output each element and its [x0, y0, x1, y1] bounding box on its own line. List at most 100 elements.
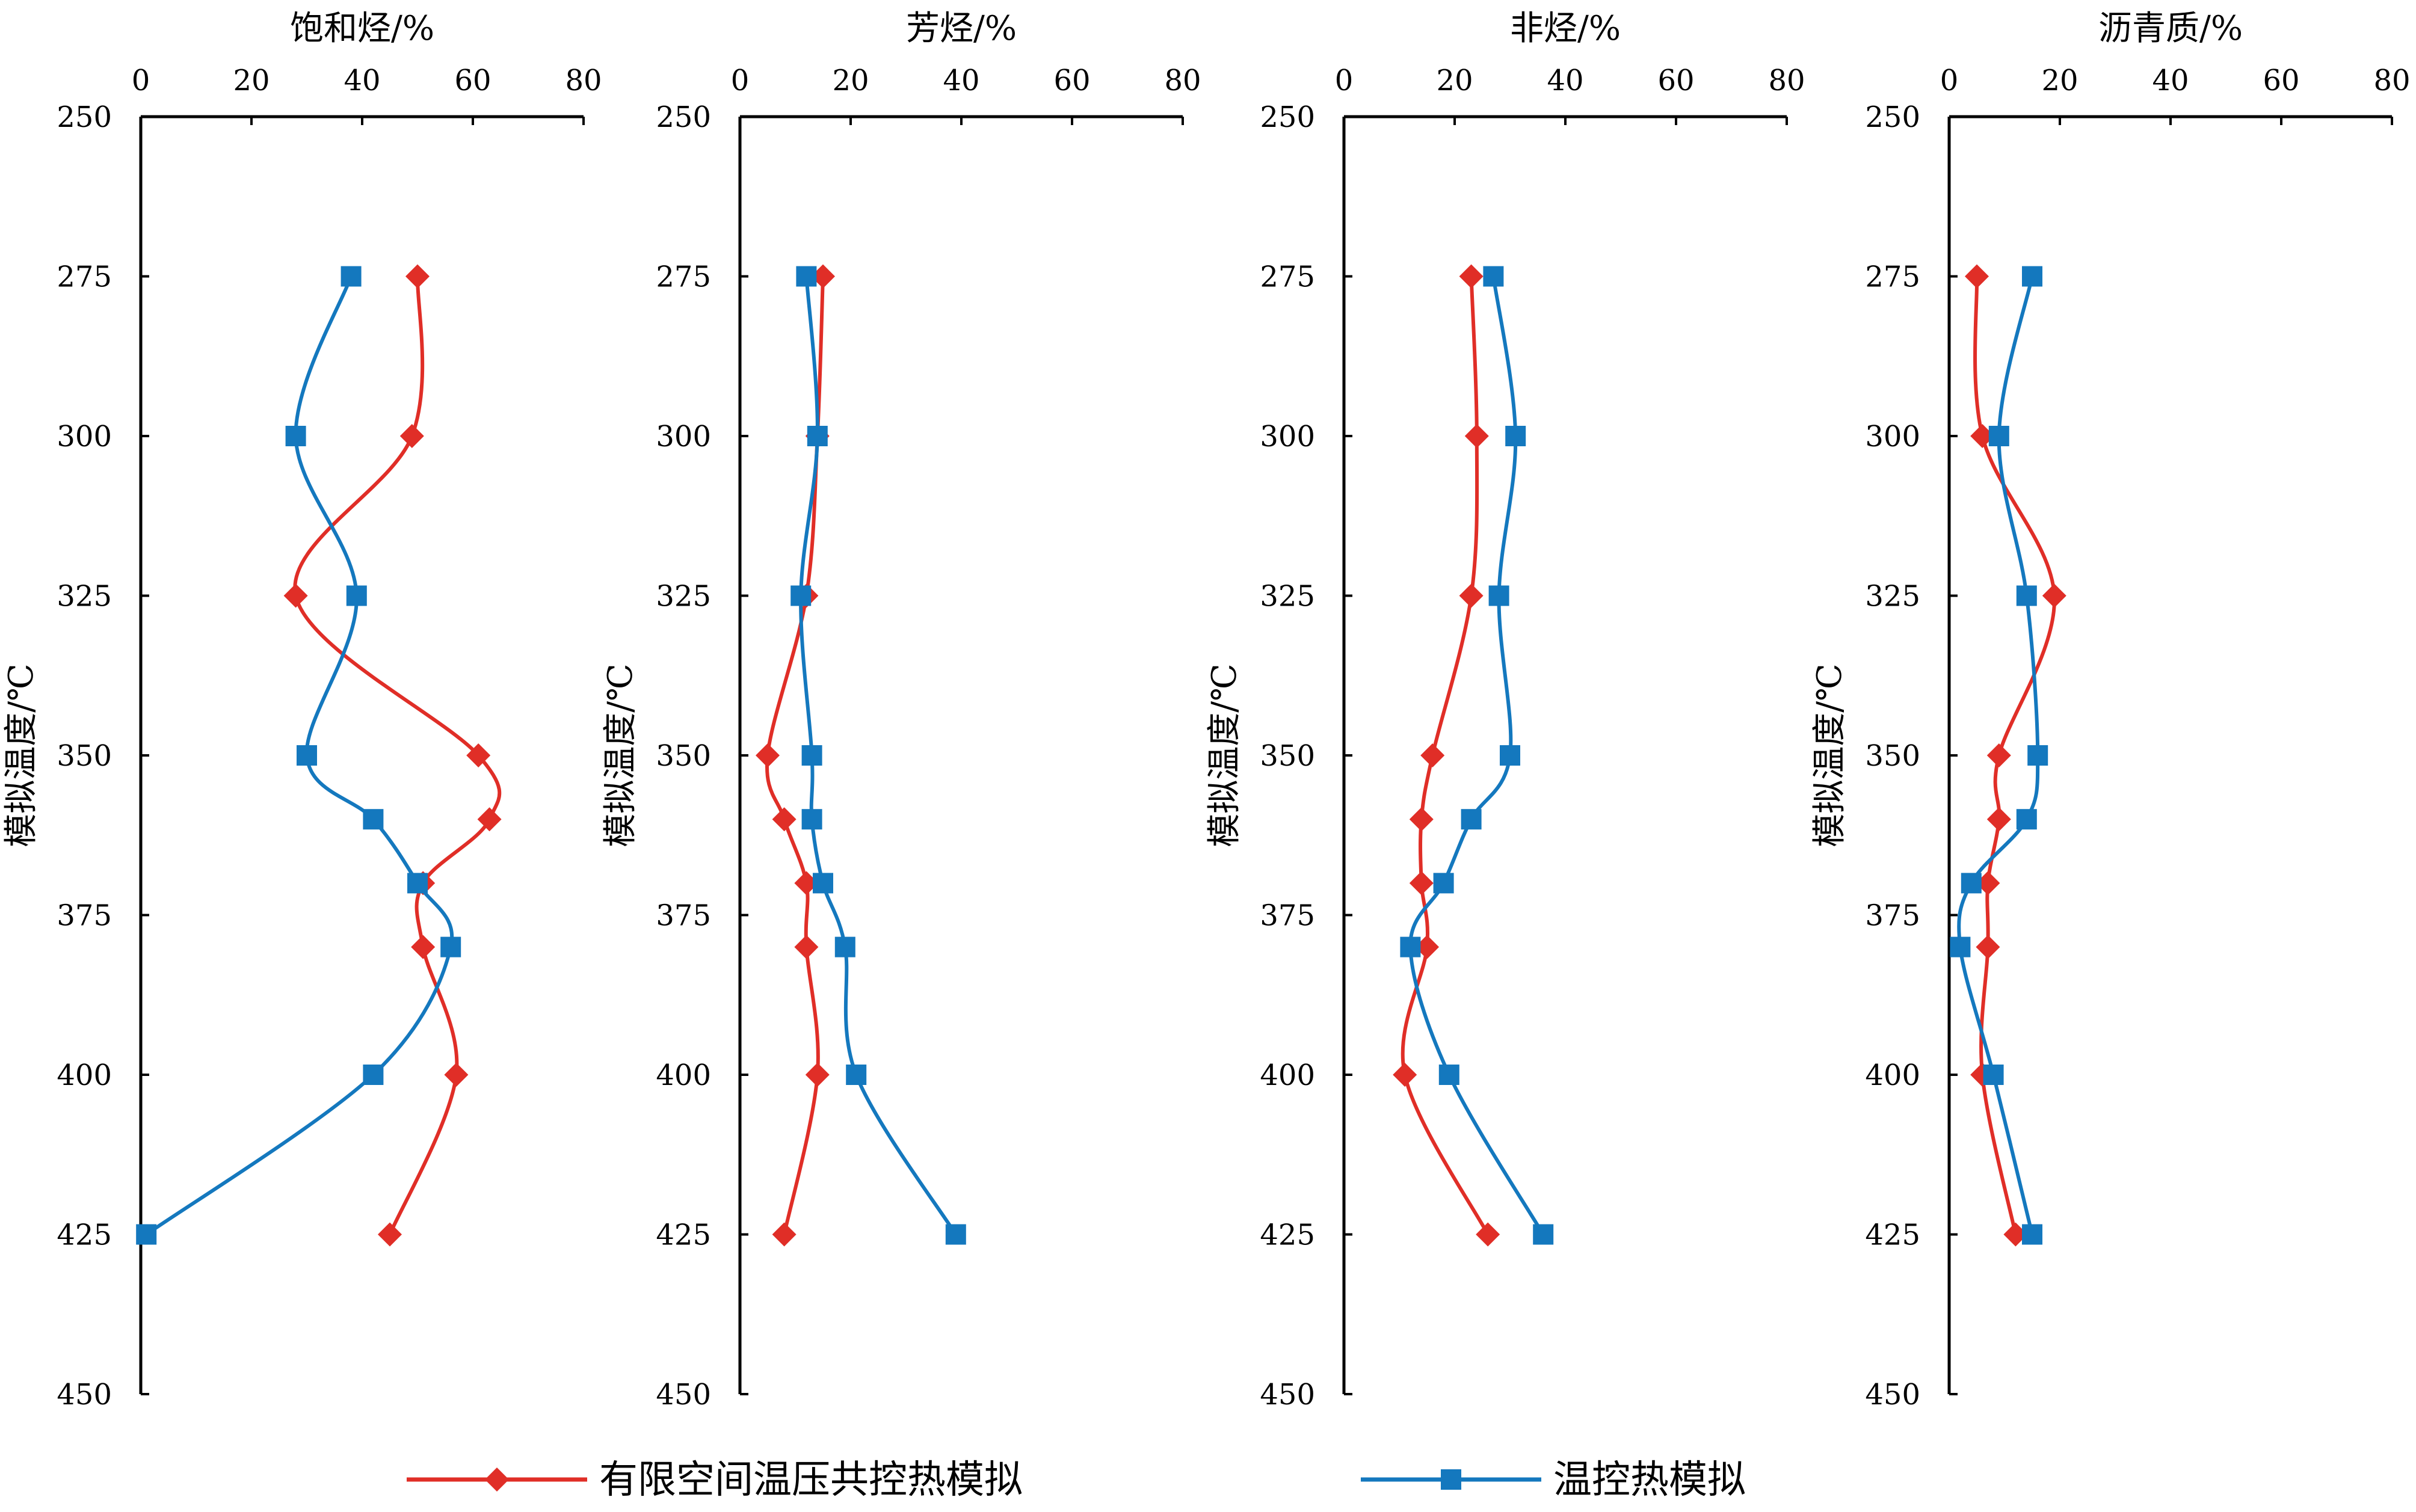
data-point [945, 1224, 966, 1245]
x-tick-label: 60 [1657, 64, 1694, 97]
x-tick-label: 20 [233, 64, 270, 97]
data-point [1961, 873, 1982, 894]
data-point [794, 935, 819, 959]
data-point [341, 266, 362, 287]
data-point [772, 807, 797, 832]
x-tick-label: 40 [344, 64, 380, 97]
x-tick-label: 20 [2041, 64, 2078, 97]
data-point [136, 1224, 157, 1245]
legend-marker [485, 1467, 509, 1492]
y-tick-label: 325 [656, 580, 711, 613]
data-point [790, 585, 812, 606]
chart-panel: 沥青质/% 0 20 40 60 80 250 275 300 325 350 375 400 425 45… [1810, 9, 2411, 1412]
y-tick-label: 350 [656, 739, 711, 773]
data-point [813, 873, 833, 894]
x-tick-label: 80 [1768, 64, 1805, 97]
data-point [444, 1063, 469, 1087]
data-point [805, 1063, 830, 1087]
data-point [1970, 424, 1995, 448]
series [1393, 264, 1500, 1247]
y-tick-label: 375 [1260, 899, 1315, 933]
y-tick-label: 325 [57, 580, 112, 613]
data-point [407, 873, 428, 894]
data-point [1976, 871, 2000, 896]
data-point [756, 743, 780, 767]
y-tick-label: 275 [1865, 260, 1920, 294]
y-tick-label: 250 [1260, 100, 1315, 134]
y-tick-label: 275 [57, 260, 112, 294]
data-point [807, 426, 828, 446]
y-tick-label: 400 [1260, 1059, 1315, 1092]
data-point [1433, 873, 1454, 894]
y-tick-label: 400 [57, 1059, 112, 1092]
data-point [2016, 585, 2037, 606]
y-tick-label: 450 [1865, 1378, 1920, 1412]
data-point [1438, 1065, 1459, 1085]
y-axis-title: 模拟温度/℃ [1205, 663, 1244, 847]
data-point [466, 743, 491, 767]
series [1400, 266, 1554, 1245]
data-point [477, 807, 502, 832]
x-tick-label: 60 [454, 64, 491, 97]
chart-panel: 芳烃/% 0 20 40 60 80 250 275 300 325 350 375 400 425 450… [601, 9, 1201, 1412]
data-point [2016, 809, 2037, 830]
y-tick-label: 325 [1260, 580, 1315, 613]
y-tick-label: 425 [656, 1219, 711, 1252]
x-tick-label: 40 [943, 64, 979, 97]
y-tick-label: 275 [1260, 260, 1315, 294]
series [756, 264, 835, 1247]
y-tick-label: 350 [1260, 739, 1315, 773]
panel-title: 饱和烃/% [290, 9, 434, 48]
x-tick-label: 20 [1436, 64, 1473, 97]
data-point [1483, 266, 1504, 287]
data-point [1420, 743, 1445, 767]
y-tick-label: 350 [57, 739, 112, 773]
x-tick-label: 0 [132, 64, 150, 97]
series-line [799, 276, 958, 1236]
y-tick-label: 300 [1260, 420, 1315, 453]
y-tick-label: 250 [656, 100, 711, 134]
data-point [346, 585, 367, 606]
x-tick-label: 60 [2263, 64, 2299, 97]
data-point [846, 1065, 867, 1085]
y-tick-label: 425 [1865, 1219, 1920, 1252]
data-point [363, 1065, 384, 1085]
y-tick-label: 350 [1865, 739, 1920, 773]
data-point [1400, 936, 1421, 957]
data-point [1464, 424, 1489, 448]
legend-label: 温控热模拟 [1553, 1458, 1746, 1502]
series [136, 266, 461, 1245]
y-tick-label: 375 [57, 899, 112, 933]
y-tick-label: 400 [656, 1059, 711, 1092]
y-tick-label: 250 [1865, 100, 1920, 134]
y-tick-label: 250 [57, 100, 112, 134]
series [1950, 266, 2048, 1245]
legend-item: 温控热模拟 [1361, 1458, 1746, 1502]
y-tick-label: 375 [656, 899, 711, 933]
data-point [1988, 426, 2009, 446]
data-point [1459, 264, 1484, 289]
data-point [1461, 809, 1482, 830]
series-line [1957, 275, 2040, 1235]
x-tick-label: 0 [1940, 64, 1959, 97]
data-point [1409, 871, 1434, 896]
x-tick-label: 0 [731, 64, 750, 97]
legend-item: 有限空间温压共控热模拟 [407, 1458, 1023, 1502]
y-tick-label: 450 [1260, 1378, 1315, 1412]
data-point [1393, 1063, 1417, 1087]
y-tick-label: 425 [57, 1219, 112, 1252]
data-point [794, 871, 819, 896]
x-tick-label: 80 [2373, 64, 2410, 97]
data-point [405, 264, 430, 289]
data-point [2022, 1224, 2042, 1245]
data-point [440, 936, 461, 957]
y-axis-title: 模拟温度/℃ [601, 663, 640, 847]
chart-panel: 饱和烃/% 0 20 40 60 80 250 275 300 325 350 375 400 425 45… [2, 9, 602, 1412]
series [1965, 264, 2066, 1247]
data-point [363, 809, 384, 830]
data-point [1500, 745, 1520, 766]
data-point [1986, 807, 2011, 832]
chart-panel: 非烃/% 0 20 40 60 80 250 275 300 325 350 375 400 425 450… [1205, 9, 1805, 1412]
panel-title: 沥青质/% [2098, 9, 2243, 48]
